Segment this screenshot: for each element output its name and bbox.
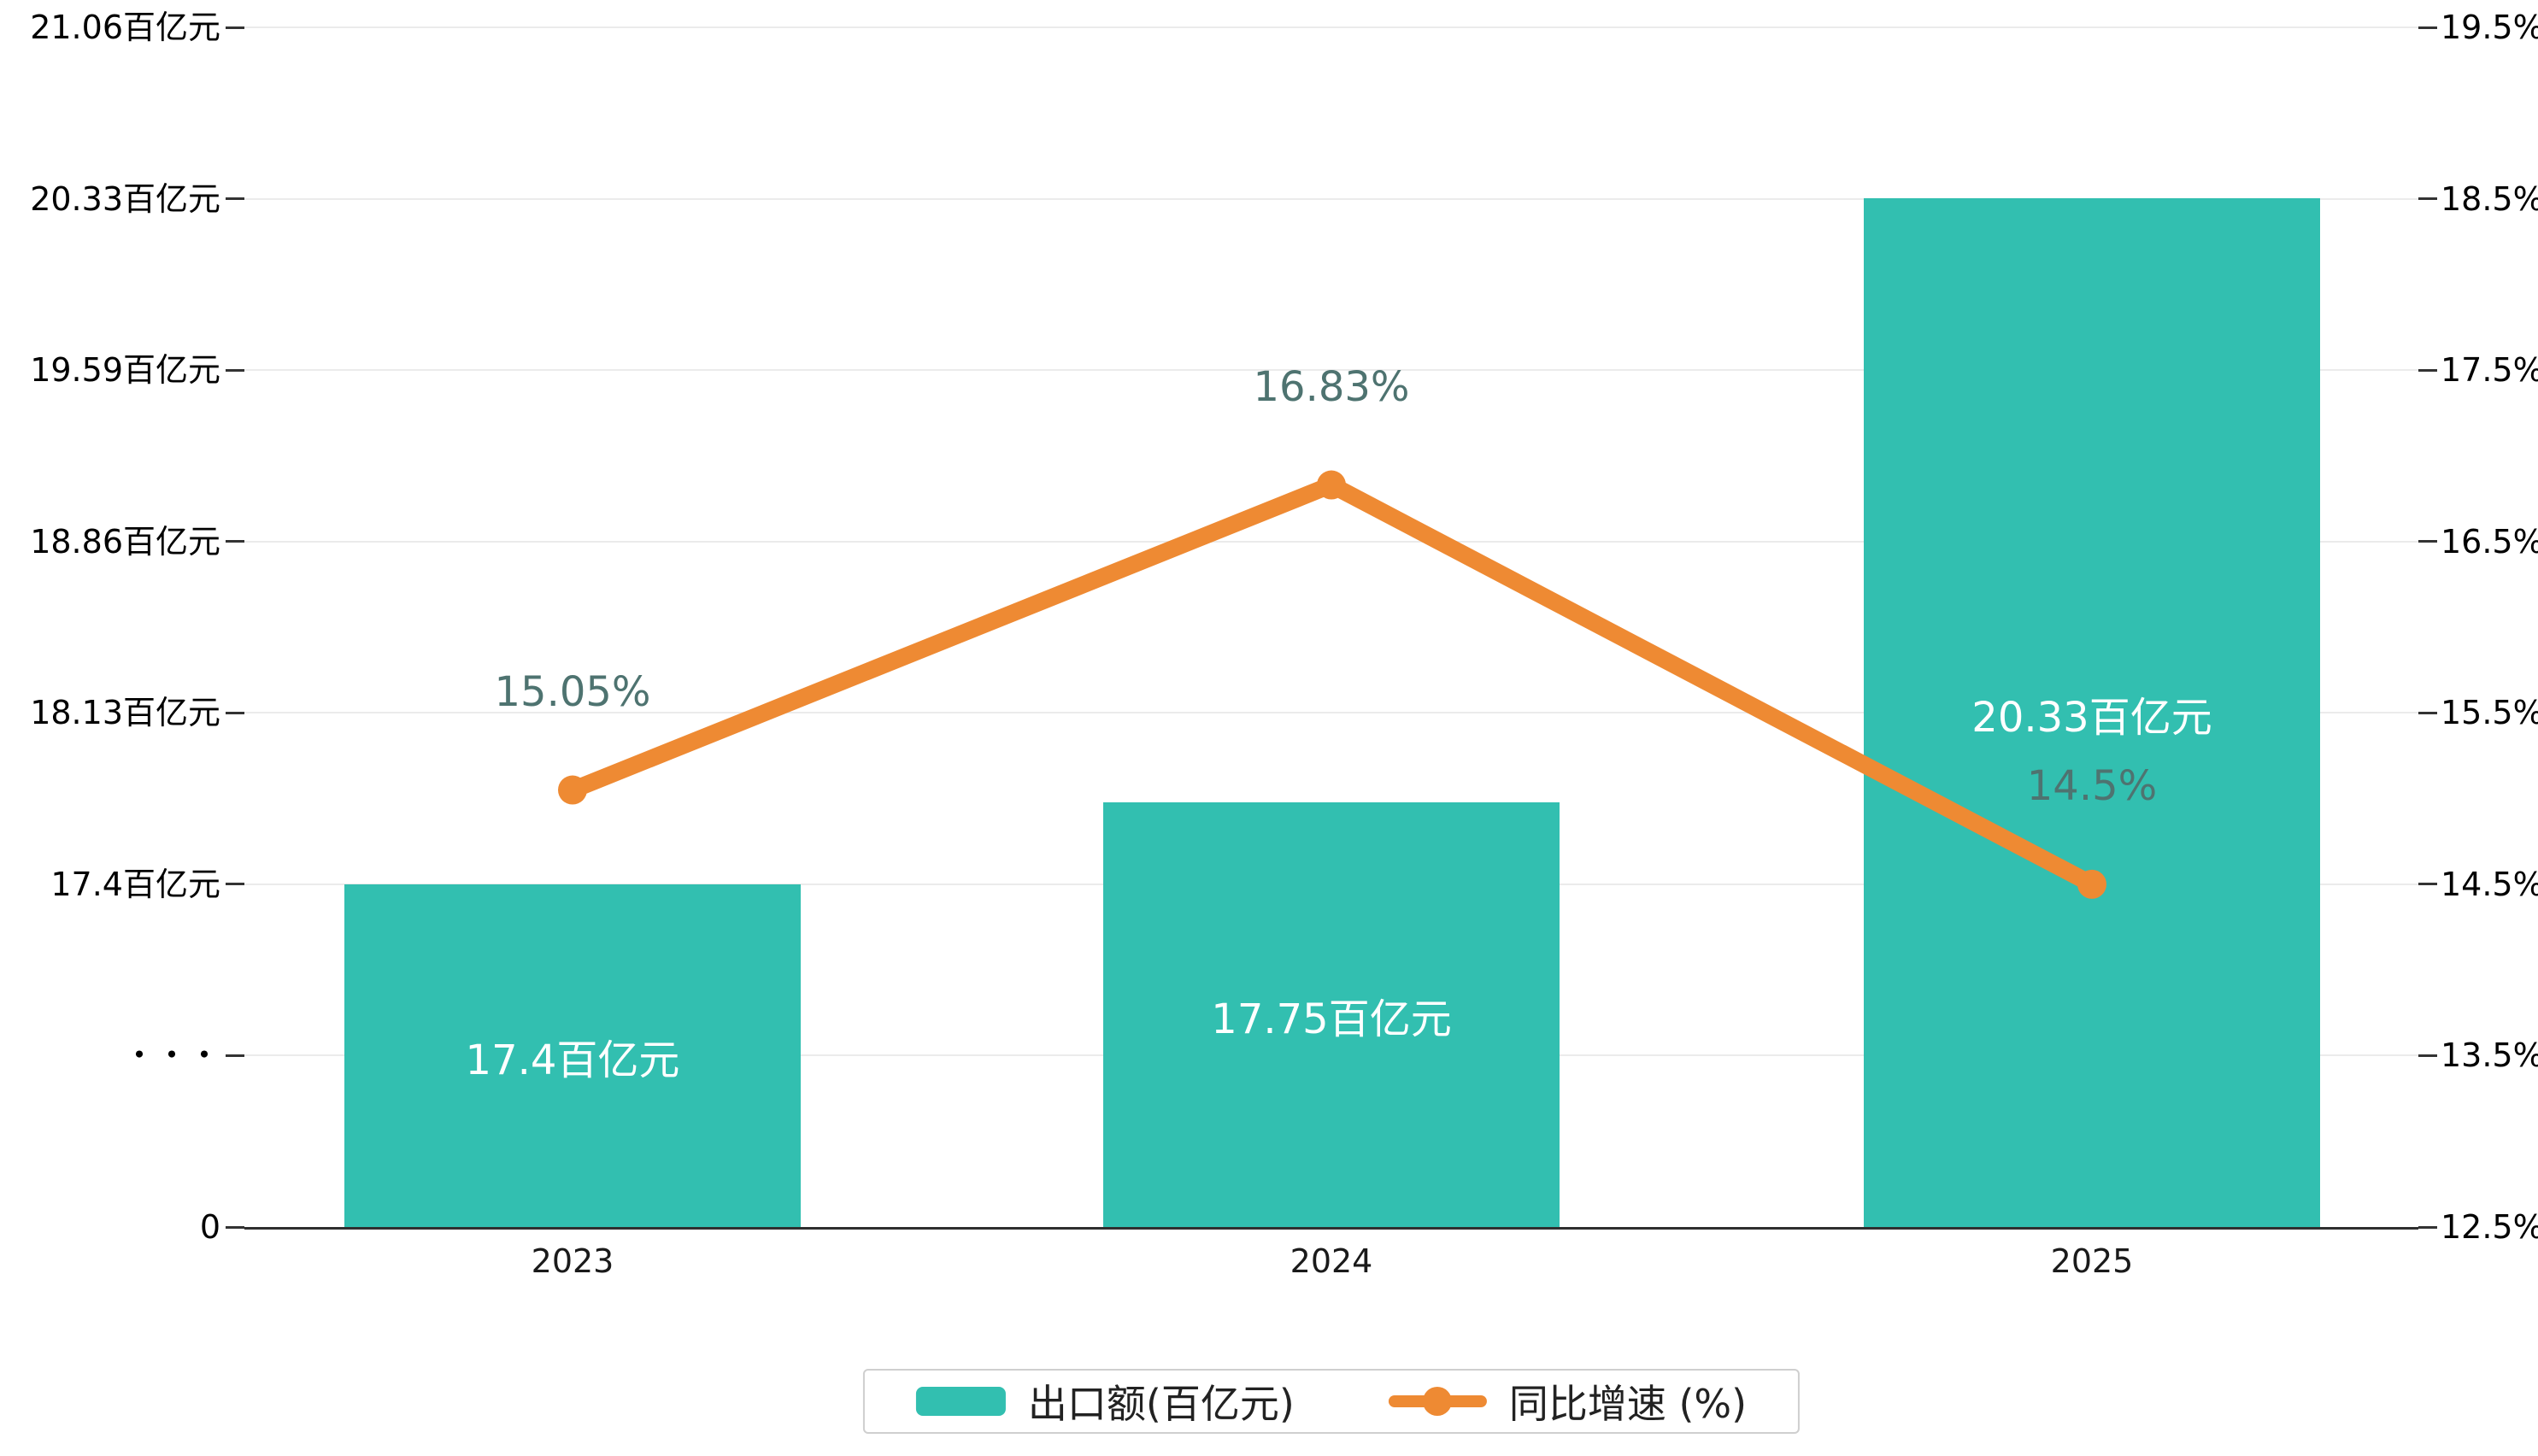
right-axis-tick-label: 19.5% bbox=[2441, 9, 2538, 46]
right-axis-tick-label: 13.5% bbox=[2441, 1036, 2538, 1075]
right-axis-tick-label: 18.5% bbox=[2441, 179, 2538, 218]
line-value-label: 15.05% bbox=[494, 667, 651, 716]
left-axis-tick-label: 18.86百亿元 bbox=[30, 522, 220, 561]
bar-value-label: 20.33百亿元 bbox=[1971, 693, 2212, 742]
left-axis-tick-label: ・・・ bbox=[122, 1036, 220, 1075]
left-axis-tick-label: 20.33百亿元 bbox=[30, 179, 220, 218]
left-axis-tick-label: 18.13百亿元 bbox=[30, 694, 220, 732]
right-axis-tick-mark bbox=[2418, 711, 2437, 714]
right-axis-tick-mark bbox=[2418, 197, 2437, 201]
left-axis-tick-mark bbox=[226, 1054, 244, 1057]
legend-item-line-series[interactable]: 同比增速 (%) bbox=[1388, 1373, 1748, 1430]
line-value-label: 14.5% bbox=[2026, 761, 2158, 810]
left-axis-tick-mark bbox=[226, 368, 244, 372]
left-axis-tick-label: 21.06百亿元 bbox=[30, 9, 220, 46]
legend-bar-label: 出口额(百亿元) bbox=[1027, 1381, 1295, 1427]
right-axis-tick-label: 16.5% bbox=[2441, 522, 2538, 561]
left-axis-tick-mark bbox=[226, 1225, 244, 1229]
left-axis-tick-label: 19.59百亿元 bbox=[30, 351, 220, 390]
x-axis-label: 2024 bbox=[1290, 1242, 1373, 1280]
bar-value-label: 17.4百亿元 bbox=[465, 1036, 680, 1084]
legend-line-dot-icon bbox=[1423, 1387, 1453, 1416]
right-axis-tick-label: 15.5% bbox=[2441, 694, 2538, 732]
line-value-label: 16.83% bbox=[1253, 362, 1410, 411]
right-axis-tick-mark bbox=[2418, 1054, 2437, 1057]
right-axis-tick-mark bbox=[2418, 883, 2437, 886]
right-axis-tick-mark bbox=[2418, 368, 2437, 372]
right-axis-tick-label: 14.5% bbox=[2441, 865, 2538, 903]
legend: 出口额(百亿元) 同比增速 (%) bbox=[862, 1369, 1801, 1434]
right-axis-tick-mark bbox=[2418, 1225, 2437, 1229]
x-axis-line bbox=[244, 1227, 2418, 1230]
bar-value-label: 17.75百亿元 bbox=[1211, 995, 1452, 1043]
line-point-marker[interactable] bbox=[558, 775, 587, 805]
left-axis-tick-mark bbox=[226, 711, 244, 714]
right-axis-tick-label: 12.5% bbox=[2441, 1208, 2538, 1246]
right-axis-tick-mark bbox=[2418, 26, 2437, 29]
line-point-marker[interactable] bbox=[1317, 470, 1346, 500]
left-axis-tick-mark bbox=[226, 883, 244, 886]
gridline bbox=[244, 369, 2418, 372]
bar[interactable]: 17.4百亿元 bbox=[344, 884, 801, 1228]
bar[interactable]: 17.75百亿元 bbox=[1103, 801, 1560, 1228]
left-axis-tick-mark bbox=[226, 26, 244, 29]
legend-item-bar-series[interactable]: 出口额(百亿元) bbox=[915, 1373, 1295, 1430]
legend-line-marker-icon bbox=[1388, 1387, 1487, 1416]
x-axis-label: 2025 bbox=[2050, 1242, 2134, 1280]
legend-line-label: 同比增速 (%) bbox=[1508, 1381, 1748, 1427]
left-axis-tick-mark bbox=[226, 197, 244, 201]
right-axis-tick-label: 17.5% bbox=[2441, 351, 2538, 390]
gridline bbox=[244, 26, 2418, 28]
left-axis-tick-label: 0 bbox=[199, 1208, 220, 1246]
bar[interactable]: 20.33百亿元 bbox=[1864, 198, 2320, 1228]
x-axis-label: 2023 bbox=[531, 1242, 614, 1280]
left-axis-tick-label: 17.4百亿元 bbox=[50, 865, 220, 903]
legend-bar-swatch-icon bbox=[915, 1387, 1006, 1416]
left-axis-tick-mark bbox=[226, 540, 244, 543]
right-axis-tick-mark bbox=[2418, 540, 2437, 543]
gridline bbox=[244, 197, 2418, 200]
